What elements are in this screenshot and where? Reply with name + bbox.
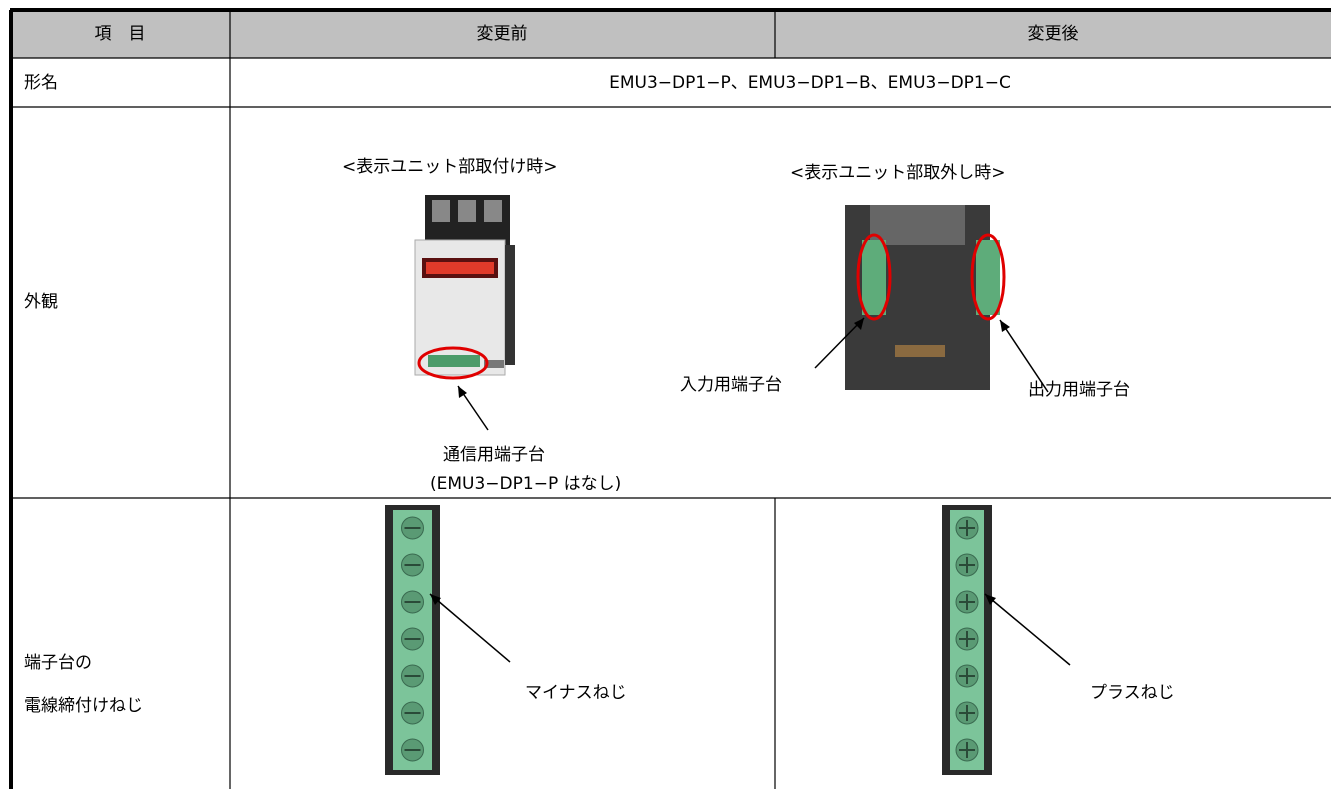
arrow-head <box>985 594 996 605</box>
arrow-head <box>458 386 467 398</box>
callout: (EMU3−DP1−P はなし) <box>430 474 621 494</box>
header-cell: 項 目 <box>95 24 146 44</box>
terminal-strips <box>385 505 992 775</box>
arrow-head <box>854 318 864 330</box>
row-label: 形名 <box>24 73 58 93</box>
callout: マイナスねじ <box>525 683 627 703</box>
device-attached <box>414 195 515 376</box>
highlight <box>970 233 1006 321</box>
arrow-head <box>430 594 441 605</box>
arrow <box>429 593 511 663</box>
callout: 入力用端子台 <box>680 375 782 395</box>
highlight <box>417 346 489 380</box>
arrow-head <box>1000 320 1010 332</box>
highlight <box>856 233 892 321</box>
callout: プラスねじ <box>1090 683 1175 703</box>
arrow <box>999 319 1049 393</box>
caption: <表示ユニット部取外し時> <box>790 163 1006 183</box>
arrow <box>984 593 1071 666</box>
arrow <box>814 317 865 369</box>
device-detached <box>845 205 1000 390</box>
header-bg <box>10 10 1331 58</box>
row-label: 外観 <box>24 292 58 312</box>
row-label: 電線締付けねじ <box>24 696 143 716</box>
model-names: EMU3−DP1−P、EMU3−DP1−B、EMU3−DP1−C <box>609 73 1011 93</box>
row-label: 端子台の <box>24 653 92 673</box>
callout: 通信用端子台 <box>443 445 545 465</box>
header-cell: 変更後 <box>1028 24 1079 44</box>
caption: <表示ユニット部取付け時> <box>342 157 558 177</box>
callout: 出力用端子台 <box>1028 380 1130 400</box>
header-cell: 変更前 <box>477 24 528 44</box>
